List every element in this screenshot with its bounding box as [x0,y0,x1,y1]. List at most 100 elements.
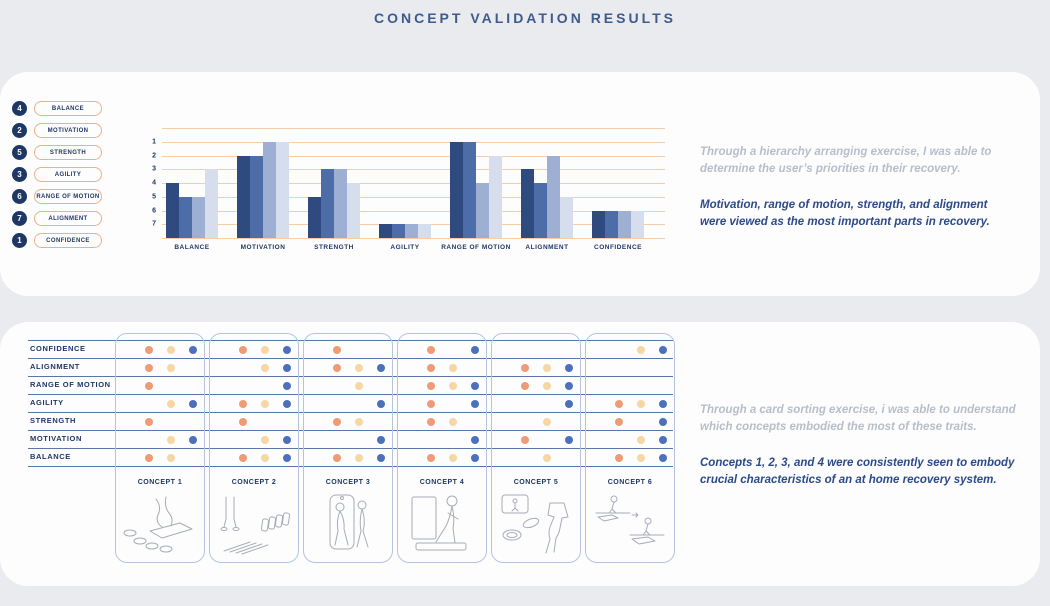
chart-y-tick: 4 [152,179,156,187]
priority-pill: RANGE OF MOTION [34,189,102,204]
trait-label: RANGE OF MOTION [30,380,111,389]
trait-label: BALANCE [30,452,71,461]
dot-blue [471,346,479,354]
priority-row: 4 BALANCE [12,101,102,116]
dot-tan [261,364,269,372]
chart-x-labels: BALANCE MOTIVATION STRENGTH AGILITY RANGE OF… [166,244,644,251]
chart-bar [179,196,192,238]
priority-row: 3 AGILITY [12,167,102,182]
priority-rank-badge: 7 [12,211,27,226]
chart-category-label: RANGE OF MOTION [441,244,511,251]
dot-blue [377,454,385,462]
dot-orange [427,382,435,390]
chart-y-tick: 7 [152,220,156,228]
dot-blue [471,436,479,444]
chart-bar [631,210,644,238]
matrix-row-line [28,340,673,341]
dot-orange [145,346,153,354]
chart-gridline [162,183,665,184]
chart-y-tick: 2 [152,152,156,159]
concept-sketch-1 [122,491,198,555]
chart-y-tick: 3 [152,165,156,173]
matrix-row-line [28,466,673,467]
concept-card: CONCEPT 2 [209,333,299,563]
concept-sketch-5 [498,491,574,555]
chart-gridline [162,155,665,157]
dot-blue [377,436,385,444]
dot-blue [659,436,667,444]
dot-tan [637,346,645,354]
dot-orange [145,364,153,372]
dot-blue [283,346,291,354]
dot-orange [239,454,247,462]
dot-tan [261,454,269,462]
priority-rank-badge: 1 [12,233,27,248]
chart-gridline [162,128,665,129]
dot-orange [145,418,153,426]
chart-y-tick: 6 [152,207,156,214]
matrix-row-line [28,430,673,431]
dot-orange [333,346,341,354]
dot-tan [449,418,457,426]
chart-gridline [162,238,665,239]
chart-bar-group [450,141,502,238]
dot-tan [543,454,551,462]
chart-bar [379,224,392,238]
dot-tan [167,454,175,462]
chart-bar-group [308,169,360,238]
dot-blue [659,454,667,462]
dot-blue [471,400,479,408]
priority-pill: CONFIDENCE [34,233,102,248]
concept-label: CONCEPT 6 [607,479,653,486]
chart-y-tick: 1 [152,138,156,146]
priority-rank-badge: 5 [12,145,27,160]
ranking-chart: BALANCE MOTIVATION STRENGTH AGILITY RANGE OF… [140,120,670,260]
concept-card: CONCEPT 5 [491,333,581,563]
dot-blue [659,418,667,426]
hierarchy-note: Through a hierarchy arranging exercise, … [700,144,1015,231]
concept-card: CONCEPT 4 [397,333,487,563]
dot-tan [637,454,645,462]
dot-orange [145,382,153,390]
priority-pill: MOTIVATION [34,123,102,138]
chart-bars [166,128,644,238]
chart-category-label: ALIGNMENT [525,244,569,251]
dot-blue [659,400,667,408]
chart-bar [605,210,618,238]
chart-bar [308,196,321,238]
card-sort-note-context: Through a card sorting exercise, i was a… [700,404,1016,434]
chart-bar [418,224,431,238]
dot-blue [283,382,291,390]
trait-label: MOTIVATION [30,434,82,443]
dot-orange [333,364,341,372]
priority-rank-badge: 6 [12,189,27,204]
dot-tan [355,454,363,462]
priority-row: 1 CONFIDENCE [12,233,102,248]
dot-orange [333,454,341,462]
dot-orange [427,400,435,408]
matrix-row-line [28,448,673,449]
chart-gridline [162,210,665,212]
matrix-row-line [28,412,673,413]
dot-orange [239,418,247,426]
concept-label: CONCEPT 5 [513,479,559,486]
dot-tan [167,436,175,444]
matrix-row-line [28,394,673,395]
priority-list: 4 BALANCE 2 MOTIVATION 5 STRENGTH 3 AGILITY 6 RAN… [12,101,102,248]
trait-label: STRENGTH [30,416,77,425]
trait-label: CONFIDENCE [30,344,86,353]
hierarchy-note-finding: Motivation, range of motion, strength, a… [700,198,990,228]
dot-tan [261,436,269,444]
chart-bar [463,141,476,238]
chart-bar [347,183,360,238]
matrix-row-line [28,358,673,359]
dot-tan [449,364,457,372]
chart-bar [476,183,489,238]
dot-orange [521,364,529,372]
dot-tan [449,454,457,462]
trait-label: ALIGNMENT [30,362,80,371]
chart-bar [534,183,547,238]
dot-orange [615,400,623,408]
dot-blue [471,454,479,462]
dot-tan [355,364,363,372]
